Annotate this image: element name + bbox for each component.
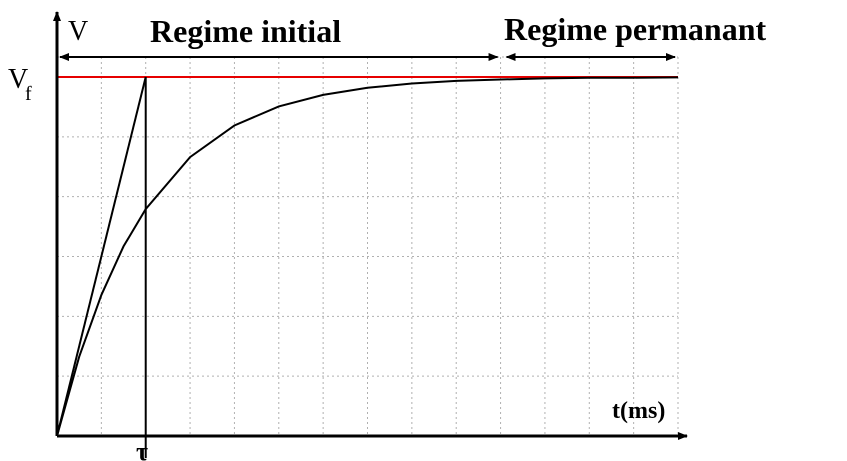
x-axis-label: t(ms): [612, 398, 665, 424]
plot-marks: [53, 11, 688, 458]
region-label-initial: Regime initial: [150, 13, 341, 49]
grid: [57, 56, 679, 437]
final-value-label: V f: [8, 64, 32, 105]
tangent-line: [56, 76, 147, 437]
y-axis-label: V: [68, 16, 88, 47]
response-curve: [56, 76, 679, 437]
region-label-permanent: Regime permanant: [504, 11, 767, 47]
tau-tick-label: τ: [136, 437, 148, 461]
svg-text:f: f: [25, 83, 32, 105]
svg-text:V: V: [8, 64, 28, 95]
